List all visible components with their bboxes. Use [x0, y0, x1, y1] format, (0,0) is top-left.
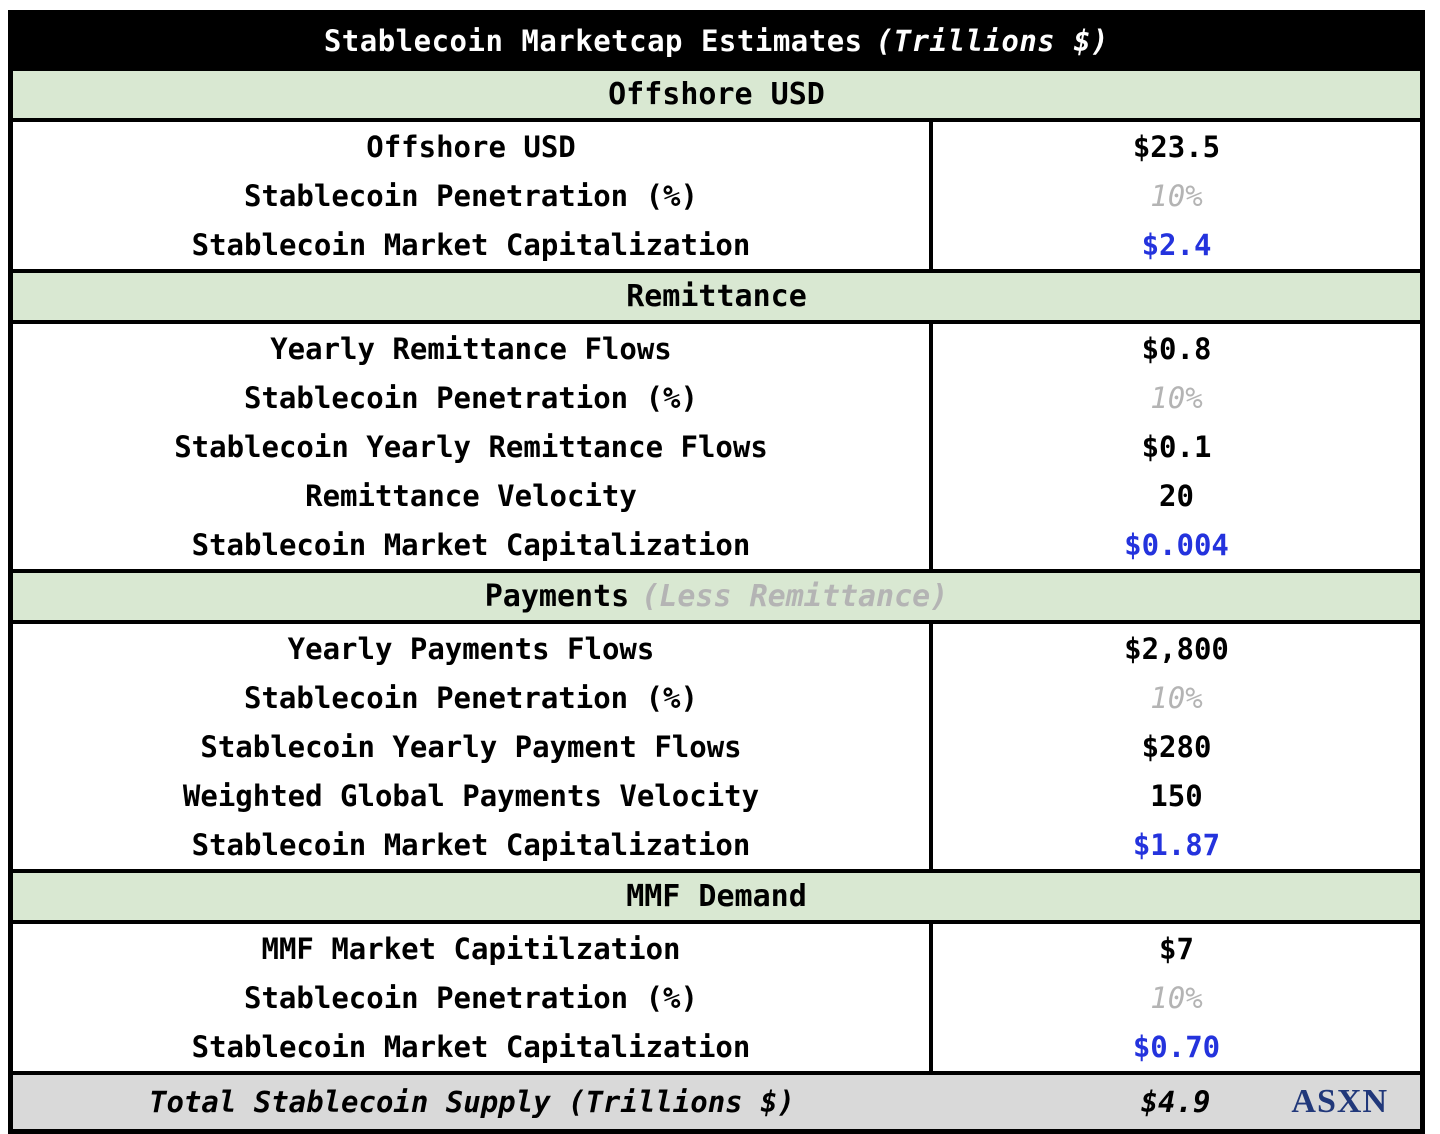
- row-label: Stablecoin Penetration (%): [10, 373, 933, 422]
- table-row: Stablecoin Yearly Remittance Flows $0.1: [10, 422, 1423, 471]
- section-header-mmf-demand: MMF Demand: [10, 869, 1423, 924]
- row-value: $23.5: [931, 120, 1423, 171]
- row-label: Stablecoin Penetration (%): [10, 973, 933, 1022]
- row-value: $0.70: [931, 1022, 1423, 1073]
- title-text: Stablecoin Marketcap Estimates: [323, 24, 863, 58]
- section-header-label: Remittance: [626, 279, 807, 314]
- section-header-label: MMF Demand: [626, 879, 807, 914]
- section-header-payments: Payments (Less Remittance): [10, 569, 1423, 624]
- section-header-offshore-usd: Offshore USD: [10, 67, 1423, 122]
- row-value: 10%: [931, 973, 1423, 1022]
- row-value: 10%: [931, 373, 1423, 422]
- row-value: $2.4: [931, 220, 1423, 271]
- row-label: Yearly Remittance Flows: [10, 322, 933, 373]
- row-value: $7: [931, 922, 1423, 973]
- section-header-remittance: Remittance: [10, 269, 1423, 324]
- table-row: Stablecoin Market Capitalization $1.87: [10, 820, 1423, 871]
- row-label: Stablecoin Market Capitalization: [10, 220, 933, 271]
- row-value: 10%: [931, 171, 1423, 220]
- row-value: 10%: [931, 673, 1423, 722]
- row-label: Stablecoin Market Capitalization: [10, 1022, 933, 1073]
- table-row: Remittance Velocity 20: [10, 471, 1423, 520]
- section-header-label: Offshore USD: [608, 77, 825, 112]
- stablecoin-estimates-table: Stablecoin Marketcap Estimates (Trillions…: [8, 10, 1425, 1134]
- table-row: Stablecoin Yearly Payment Flows $280: [10, 722, 1423, 771]
- page-title: Stablecoin Marketcap Estimates (Trillions…: [10, 12, 1423, 69]
- title-units: (Trillions $): [875, 24, 1110, 58]
- total-value: $4.9: [1140, 1085, 1211, 1119]
- row-label: Stablecoin Penetration (%): [10, 171, 933, 220]
- asxn-logo: ASXN: [1291, 1083, 1388, 1120]
- row-label: Stablecoin Market Capitalization: [10, 820, 933, 871]
- row-label: Stablecoin Penetration (%): [10, 673, 933, 722]
- table: Stablecoin Marketcap Estimates (Trillions…: [8, 10, 1425, 1134]
- table-row: Stablecoin Penetration (%) 10%: [10, 373, 1423, 422]
- row-label: Weighted Global Payments Velocity: [10, 771, 933, 820]
- row-value: $1.87: [931, 820, 1423, 871]
- row-value: 150: [931, 771, 1423, 820]
- row-value: $280: [931, 722, 1423, 771]
- row-label: MMF Market Capitilzation: [10, 922, 933, 973]
- row-label: Offshore USD: [10, 120, 933, 171]
- table-row: Yearly Payments Flows $2,800: [10, 622, 1423, 673]
- row-label: Yearly Payments Flows: [10, 622, 933, 673]
- table-row: Weighted Global Payments Velocity 150: [10, 771, 1423, 820]
- table-row: Stablecoin Penetration (%) 10%: [10, 673, 1423, 722]
- table-row: Stablecoin Market Capitalization $2.4: [10, 220, 1423, 271]
- table-row: Yearly Remittance Flows $0.8: [10, 322, 1423, 373]
- title-bar: Stablecoin Marketcap Estimates (Trillions…: [10, 12, 1423, 69]
- section-header-label: Payments: [484, 579, 630, 614]
- total-label: Total Stablecoin Supply (Trillions $): [148, 1085, 795, 1119]
- table-row: MMF Market Capitilzation $7: [10, 922, 1423, 973]
- row-value: $0.004: [931, 520, 1423, 571]
- table-row: Offshore USD $23.5: [10, 120, 1423, 171]
- total-row: Total Stablecoin Supply (Trillions $) $4…: [10, 1071, 1423, 1132]
- row-label: Stablecoin Market Capitalization: [10, 520, 933, 571]
- row-label: Stablecoin Yearly Payment Flows: [10, 722, 933, 771]
- row-label: Stablecoin Yearly Remittance Flows: [10, 422, 933, 471]
- table-row: Stablecoin Market Capitalization $0.004: [10, 520, 1423, 571]
- row-value: $2,800: [931, 622, 1423, 673]
- row-value: $0.1: [931, 422, 1423, 471]
- section-header-suffix: (Less Remittance): [641, 579, 949, 614]
- table-row: Stablecoin Penetration (%) 10%: [10, 973, 1423, 1022]
- row-label: Remittance Velocity: [10, 471, 933, 520]
- row-value: $0.8: [931, 322, 1423, 373]
- table-row: Stablecoin Market Capitalization $0.70: [10, 1022, 1423, 1073]
- row-value: 20: [931, 471, 1423, 520]
- table-row: Stablecoin Penetration (%) 10%: [10, 171, 1423, 220]
